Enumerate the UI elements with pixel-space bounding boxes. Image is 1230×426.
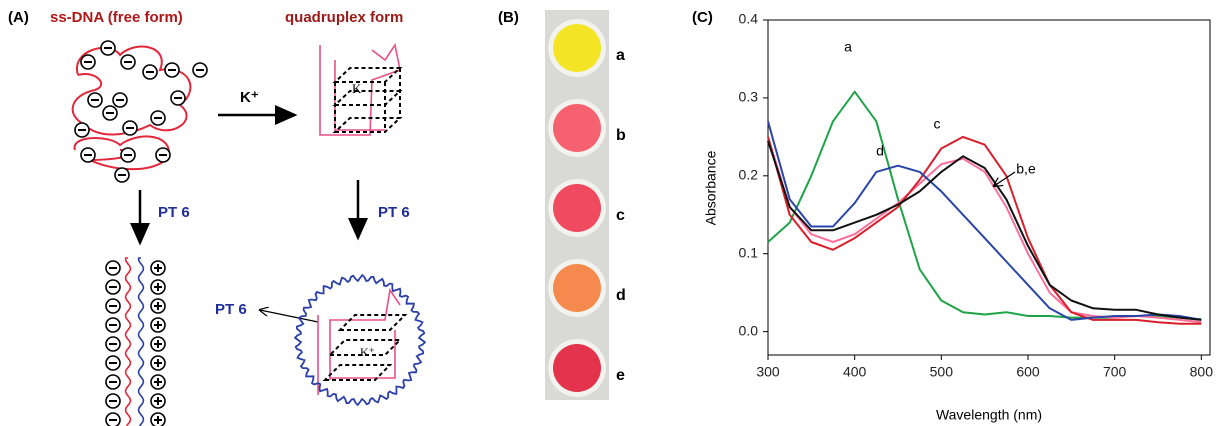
y-axis-label: Absorbance — [703, 150, 719, 225]
y-tick-label: 0.0 — [739, 322, 759, 338]
well-solution — [553, 104, 601, 152]
well-label: e — [616, 367, 625, 384]
well-solution — [553, 184, 601, 232]
x-axis-label: Wavelength (nm) — [936, 407, 1042, 423]
well-label: b — [616, 127, 626, 144]
y-tick-label: 0.1 — [739, 244, 759, 260]
ion-label: K — [352, 81, 362, 96]
well-label: d — [616, 287, 626, 304]
spectrum-line — [768, 121, 1201, 320]
well-solution — [553, 344, 601, 392]
polymer-strand — [139, 258, 144, 426]
polymer-wrap — [295, 275, 425, 405]
well-solution — [553, 264, 601, 312]
x-tick-label: 500 — [930, 364, 954, 380]
spectrum-line — [768, 141, 1201, 320]
y-tick-label: 0.3 — [739, 89, 759, 105]
well-label: c — [616, 207, 625, 224]
x-tick-label: 800 — [1190, 364, 1214, 380]
polymer-complex — [318, 290, 405, 395]
polymer-label: PT 6 — [215, 301, 247, 318]
polymer-label: PT 6 — [378, 204, 410, 221]
x-tick-label: 600 — [1016, 364, 1040, 380]
y-tick-label: 0.4 — [739, 11, 759, 27]
ion-label: K⁺ — [360, 345, 375, 359]
arrow-label: K⁺ — [240, 89, 259, 106]
panel-label: (B) — [498, 9, 519, 26]
free-form-title: ss-DNA (free form) — [50, 9, 183, 26]
curve-label: a — [844, 39, 852, 55]
polymer-strand — [126, 258, 131, 426]
spectrum-line — [768, 92, 1201, 320]
curve-label: c — [934, 116, 941, 132]
plot-frame — [768, 20, 1210, 355]
curve-label: d — [876, 143, 884, 159]
panel-label: (C) — [692, 9, 713, 26]
x-tick-label: 400 — [843, 364, 867, 380]
well-label: a — [616, 47, 625, 64]
quadruplex-title: quadruplex form — [285, 9, 403, 26]
curve-label: b,e — [1016, 161, 1036, 177]
panel-label: (A) — [8, 9, 29, 26]
polymer-label: PT 6 — [158, 204, 190, 221]
x-tick-label: 300 — [756, 364, 780, 380]
figure: (A) ss-DNA (free form) quadruplex form K… — [0, 0, 1230, 426]
y-tick-label: 0.2 — [739, 167, 759, 183]
well-solution — [553, 24, 601, 72]
x-tick-label: 700 — [1103, 364, 1127, 380]
arrow — [260, 310, 318, 322]
